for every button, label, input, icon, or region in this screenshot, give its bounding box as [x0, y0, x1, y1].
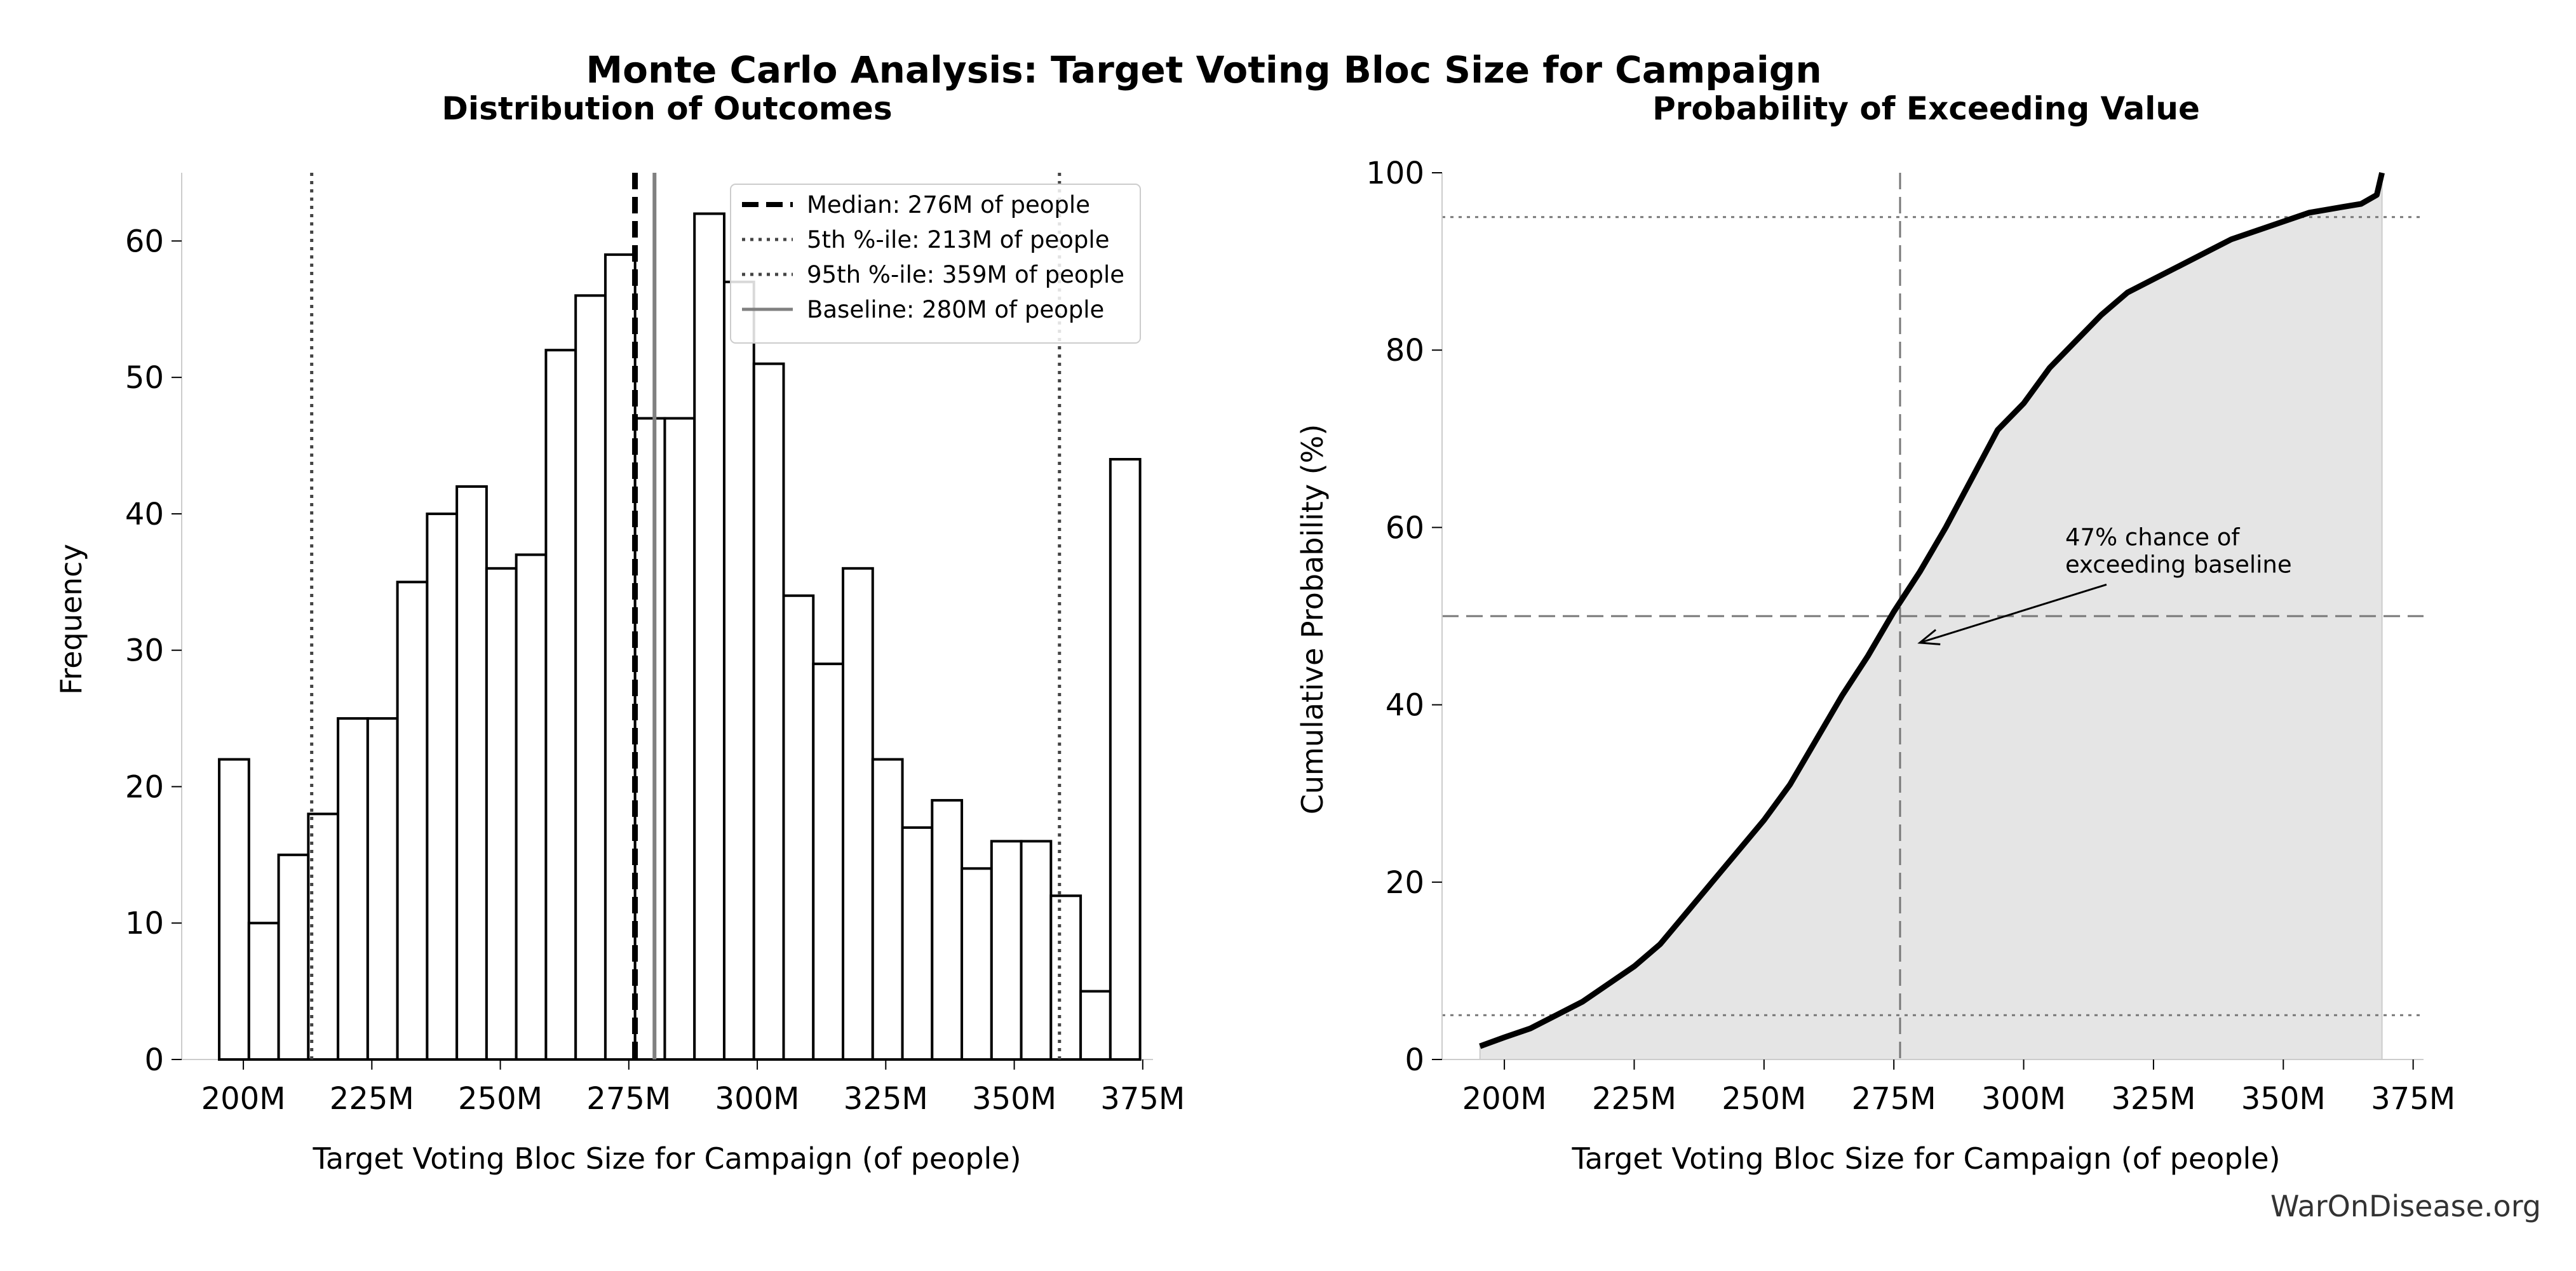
histogram-bar	[1049, 894, 1082, 1061]
histogram-x-tick-label: 300M	[715, 1081, 800, 1117]
histogram-bar	[366, 717, 399, 1061]
cumulative-chart: Probability of Exceeding Value 0 20 40 60 80…	[1295, 90, 2455, 1176]
figure-title: Monte Carlo Analysis: Target Voting Bloc…	[586, 48, 1821, 91]
annotation-arrow-line	[1919, 583, 2107, 644]
annotation-text: exceeding baseline	[2065, 551, 2292, 578]
histogram-y-axis-label: Frequency	[54, 544, 88, 695]
legend-label: 5th %-ile: 213M of people	[807, 226, 1109, 253]
histogram-bar	[931, 798, 964, 1061]
legend-label: Median: 276M of people	[807, 191, 1090, 219]
cumulative-x-axis-label: Target Voting Bloc Size for Campaign (of…	[1571, 1141, 2280, 1176]
histogram-plot-area: 0 10 20 30 40 50 60 200M 225M 250M 275M 300M 325M 350…	[125, 173, 1185, 1117]
histogram-bar	[871, 758, 904, 1061]
histogram-y-tick-label: 0	[144, 1042, 164, 1078]
cumulative-y-tick-label: 100	[1366, 156, 1424, 191]
histogram-bar	[1079, 990, 1112, 1061]
legend-box	[730, 184, 1141, 344]
histogram-bar	[961, 867, 993, 1061]
histogram-bar	[1020, 840, 1053, 1061]
histogram-bar	[812, 662, 845, 1061]
histogram-bar	[574, 294, 607, 1061]
histogram-bar	[515, 553, 548, 1061]
histogram-bar	[752, 362, 785, 1061]
cumulative-x-tick-label: 250M	[1722, 1081, 1806, 1117]
histogram-chart: Distribution of Outcomes 0 10 20 30 40 50 60 20…	[54, 90, 1185, 1176]
histogram-legend: Median: 276M of people 5th %-ile: 213M of…	[730, 184, 1141, 344]
histogram-bar	[337, 717, 369, 1061]
cumulative-y-axis-label: Cumulative Probability (%)	[1295, 424, 1330, 815]
annotation-arrow-head	[1917, 629, 1941, 645]
histogram-bar	[277, 853, 310, 1061]
histogram-bar	[663, 417, 696, 1061]
histogram-bar	[307, 812, 340, 1061]
histogram-bar	[693, 212, 725, 1061]
histogram-bar	[485, 567, 518, 1061]
histogram-bar	[218, 758, 250, 1061]
histogram-bar	[1109, 458, 1142, 1061]
legend-label: Baseline: 280M of people	[807, 296, 1104, 323]
cumulative-x-tick-label: 350M	[2241, 1081, 2326, 1117]
cumulative-y-tick-label: 20	[1386, 865, 1424, 901]
cumulative-plot-area: 0 20 40 60 80 100 200M 225M 250M 275M 300M 325M 350M…	[1366, 156, 2455, 1117]
histogram-y-tick-label: 40	[125, 497, 164, 532]
histogram-bar	[633, 417, 666, 1061]
histogram-y-tick-label: 10	[125, 906, 164, 941]
cumulative-y-tick-label: 60	[1386, 510, 1424, 546]
histogram-bar	[782, 594, 815, 1061]
histogram-x-tick-label: 375M	[1100, 1081, 1185, 1117]
cumulative-curve	[1479, 171, 2385, 1049]
histogram-bar	[247, 922, 280, 1061]
cumulative-x-tick-label: 325M	[2111, 1081, 2195, 1117]
histogram-bar	[722, 280, 755, 1061]
annotation-text: 47% chance of	[2065, 523, 2240, 551]
histogram-bar	[455, 485, 488, 1061]
histogram-x-tick-label: 225M	[330, 1081, 414, 1117]
cumulative-y-tick-label: 0	[1405, 1042, 1424, 1078]
cumulative-x-tick-label: 200M	[1462, 1081, 1547, 1117]
cumulative-x-tick-label: 300M	[1981, 1081, 2066, 1117]
histogram-y-tick-label: 20	[125, 769, 164, 805]
histogram-x-tick-label: 275M	[586, 1081, 671, 1117]
legend-label: 95th %-ile: 359M of people	[807, 261, 1124, 288]
histogram-bar	[544, 349, 577, 1061]
cumulative-title: Probability of Exceeding Value	[1652, 90, 2200, 127]
histogram-bar	[901, 826, 934, 1061]
cumulative-x-tick-label: 225M	[1592, 1081, 1676, 1117]
histogram-x-axis-label: Target Voting Bloc Size for Campaign (of…	[312, 1141, 1021, 1176]
histogram-bar	[604, 253, 637, 1061]
credit-text: WarOnDisease.org	[2270, 1189, 2541, 1223]
histogram-x-tick-label: 250M	[458, 1081, 543, 1117]
histogram-y-tick-label: 60	[125, 224, 164, 259]
histogram-y-tick-label: 30	[125, 633, 164, 669]
cumulative-x-tick-label: 375M	[2371, 1081, 2455, 1117]
histogram-x-tick-label: 325M	[844, 1081, 928, 1117]
cumulative-y-tick-label: 40	[1386, 688, 1424, 723]
histogram-bar	[426, 512, 459, 1061]
cumulative-x-tick-label: 275M	[1852, 1081, 1936, 1117]
histogram-x-tick-label: 200M	[201, 1081, 286, 1117]
histogram-bar	[396, 581, 429, 1061]
histogram-y-tick-label: 50	[125, 360, 164, 396]
cumulative-y-tick-label: 80	[1386, 333, 1424, 368]
histogram-bar	[990, 840, 1023, 1061]
histogram-x-tick-label: 350M	[972, 1081, 1056, 1117]
histogram-bar	[842, 567, 874, 1061]
histogram-title: Distribution of Outcomes	[442, 90, 892, 127]
